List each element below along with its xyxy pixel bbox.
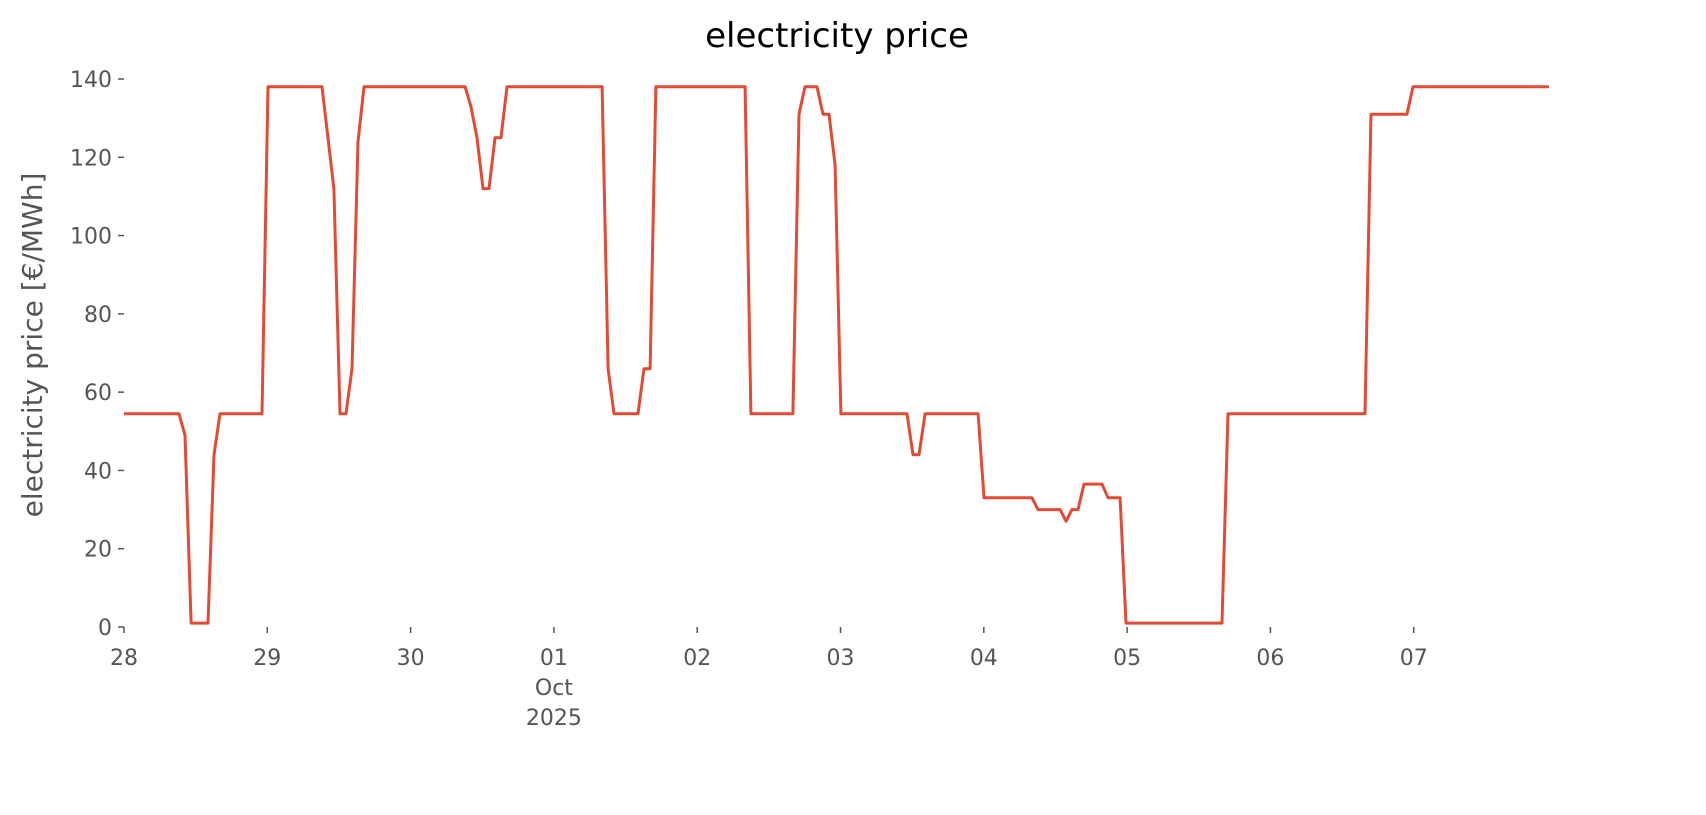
x-tick-label: 02	[683, 646, 711, 671]
x-tick-label: 29	[253, 646, 281, 671]
x-tick-label: 01 Oct 2025	[526, 646, 582, 731]
y-tick-label: 120	[70, 146, 112, 171]
y-tick-label: 140	[70, 68, 112, 93]
x-tick-label: 04	[970, 646, 998, 671]
y-tick-label: 60	[84, 381, 112, 406]
x-tick-label: 28	[110, 646, 138, 671]
y-axis-label: electricity price [€/MWh]	[16, 173, 49, 518]
y-tick-label: 20	[84, 538, 112, 563]
x-tick-label: 06	[1256, 646, 1284, 671]
y-tick-label: 0	[98, 616, 112, 641]
x-tick-label: 30	[397, 646, 425, 671]
x-tick-label: 07	[1400, 646, 1428, 671]
y-tick-label: 40	[84, 459, 112, 484]
x-tick-label: 03	[827, 646, 855, 671]
x-tick-label: 05	[1113, 646, 1141, 671]
chart-title: electricity price	[705, 16, 969, 56]
y-tick-label: 100	[70, 225, 112, 250]
y-tick-label: 80	[84, 303, 112, 328]
line	[124, 85, 1549, 625]
